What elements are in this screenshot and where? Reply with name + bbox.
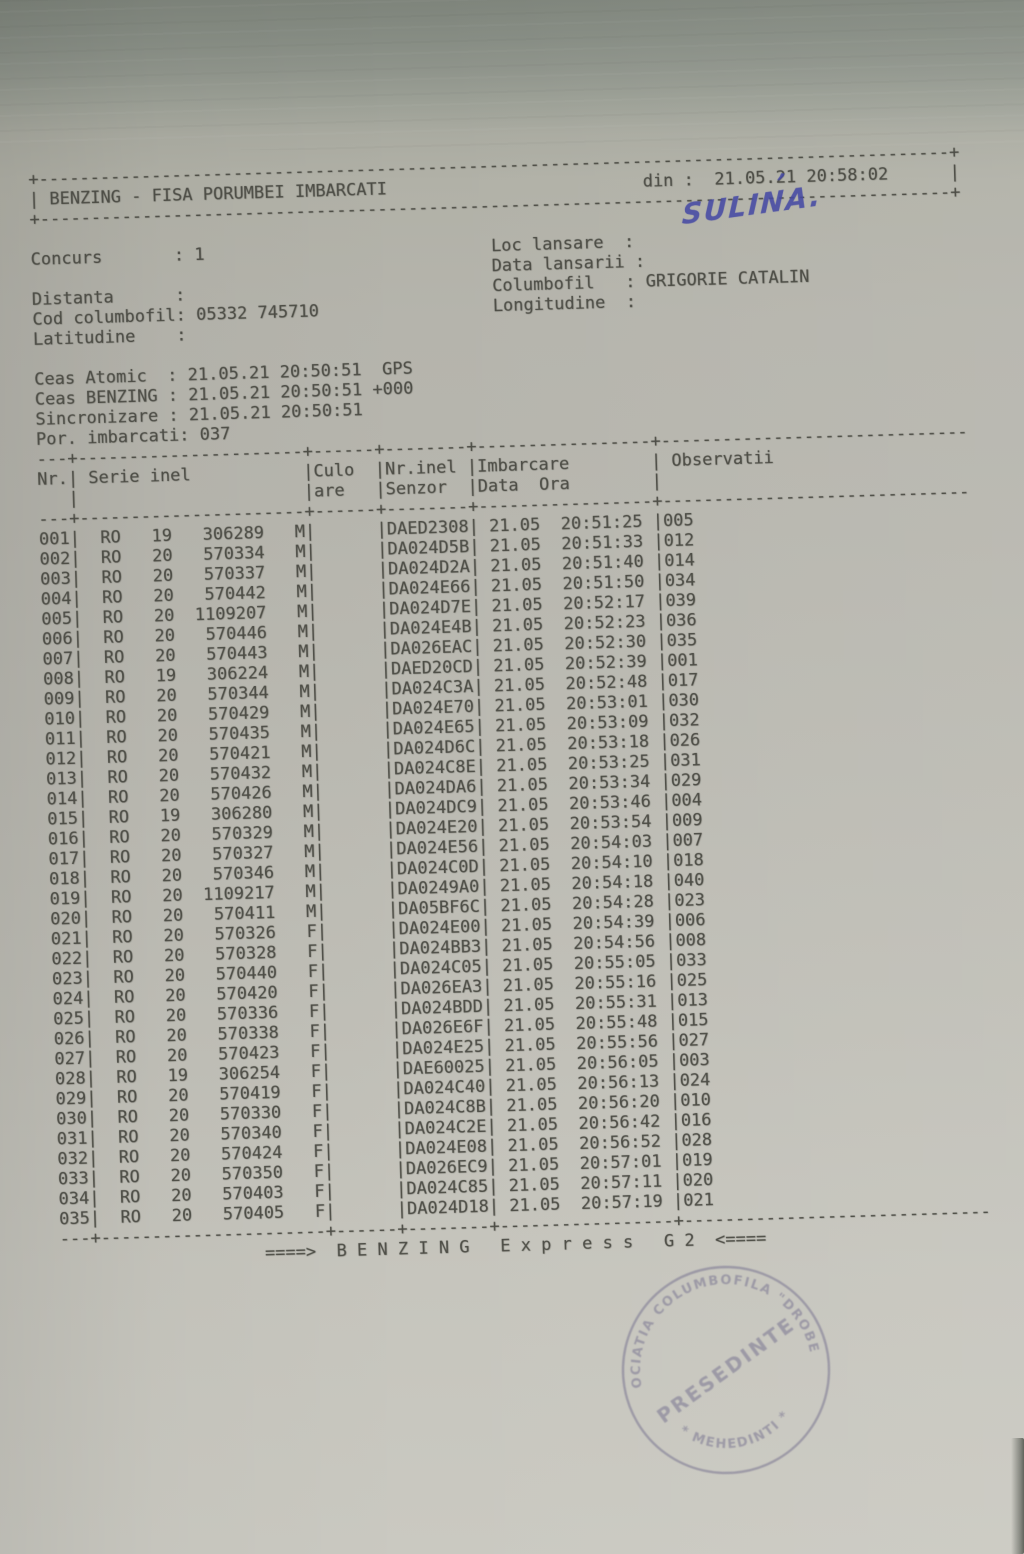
stamp-outer-ring bbox=[621, 1265, 831, 1475]
photo-streaks bbox=[0, 0, 1024, 150]
stamp-bottom-arc-text: * MEHEDINTI * bbox=[675, 1406, 797, 1460]
round-association-stamp: ASOCIATIA COLUMBOFILA "DROBETA" * MEHEDI… bbox=[596, 1240, 831, 1475]
stamp-center-text: PRESEDINTE bbox=[652, 1312, 799, 1428]
printed-document: SULINA. ’ +-----------------------------… bbox=[28, 142, 1020, 1270]
paper-edge-shadow bbox=[1011, 1438, 1024, 1554]
